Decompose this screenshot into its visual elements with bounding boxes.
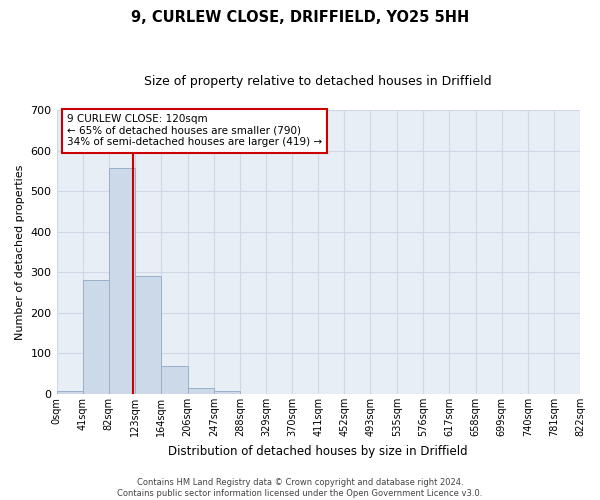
Bar [188,388,214,394]
Y-axis label: Number of detached properties: Number of detached properties [15,164,25,340]
Bar [161,366,188,394]
Title: Size of property relative to detached houses in Driffield: Size of property relative to detached ho… [145,75,492,88]
Text: 9, CURLEW CLOSE, DRIFFIELD, YO25 5HH: 9, CURLEW CLOSE, DRIFFIELD, YO25 5HH [131,10,469,25]
X-axis label: Distribution of detached houses by size in Driffield: Distribution of detached houses by size … [169,444,468,458]
Bar [83,280,109,394]
Bar [109,168,135,394]
Text: Contains HM Land Registry data © Crown copyright and database right 2024.
Contai: Contains HM Land Registry data © Crown c… [118,478,482,498]
Bar [214,391,240,394]
Text: 9 CURLEW CLOSE: 120sqm
← 65% of detached houses are smaller (790)
34% of semi-de: 9 CURLEW CLOSE: 120sqm ← 65% of detached… [67,114,322,148]
Bar [135,276,161,394]
Bar [56,391,83,394]
